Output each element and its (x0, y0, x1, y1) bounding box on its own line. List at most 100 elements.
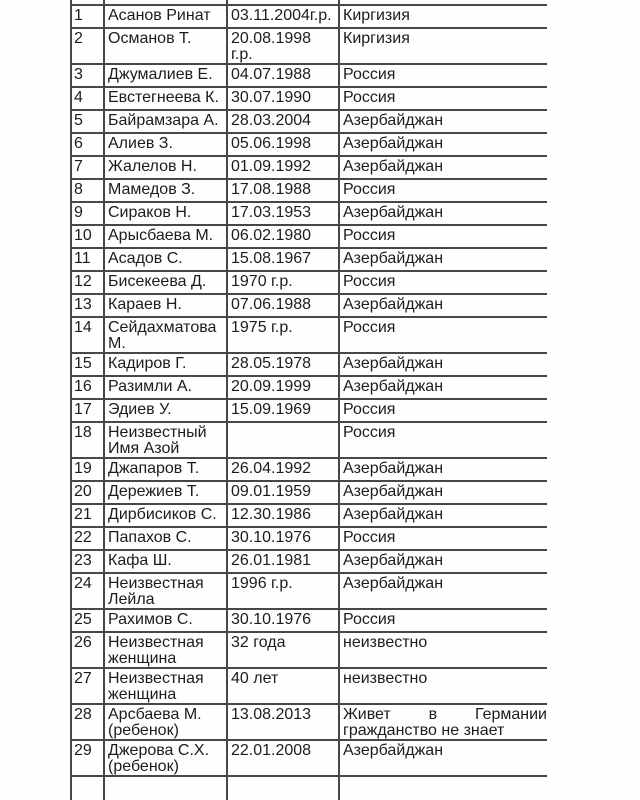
birth-date-cell: 26.04.1992 (228, 459, 340, 480)
row-number-cell: 10 (72, 226, 105, 247)
table-row: 21 Дирбисиков С. 12.30.1986 Азербайджан (72, 505, 547, 528)
name-cell: Джерова С.Х. (ребенок) (105, 741, 228, 775)
row-number-cell: 13 (72, 295, 105, 316)
table-row: 19 Джапаров Т. 26.04.1992 Азербайджан (72, 459, 547, 482)
name-cell: Мамедов З. (105, 180, 228, 201)
table-row: 7 Жалелов Н. 01.09.1992 Азербайджан (72, 157, 547, 180)
birth-date-cell: 17.03.1953 (228, 203, 340, 224)
table-row: 2 Османов Т. 20.08.1998 г.р. Киргизия (72, 29, 547, 65)
row-number-cell: 27 (72, 669, 105, 703)
name-cell: Эдиев У. (105, 400, 228, 421)
table-row: 24 Неизвестная Лейла 1996 г.р. Азербайджан (72, 574, 547, 610)
row-number-cell: 6 (72, 134, 105, 155)
table-row: 17 Эдиев У. 15.09.1969 Россия (72, 400, 547, 423)
row-number-cell: 17 (72, 400, 105, 421)
country-cell: Азербайджан (343, 158, 444, 175)
name-cell: Асадов С. (105, 249, 228, 270)
birth-date-cell (228, 777, 340, 800)
country-cell: Азербайджан (343, 378, 444, 395)
country-cell: Живет в Германии гражданство не знает (340, 705, 549, 739)
table-row: 22 Папахов С. 30.10.1976 Россия (72, 528, 547, 551)
table-row: 5 Байрамзара А. 28.03.2004 Азербайджан (72, 111, 547, 134)
row-number-cell: 24 (72, 574, 105, 608)
country-cell: Россия (343, 273, 396, 290)
name-cell: Джумалиев Е. (105, 65, 228, 86)
birth-date-cell: 1975 г.р. (228, 318, 340, 352)
table-row: 12 Бисекеева Д. 1970 г.р. Россия (72, 272, 547, 295)
country-cell (340, 0, 549, 4)
birth-date-cell: 04.07.1988 (228, 65, 340, 86)
country-cell: Россия (343, 424, 396, 441)
birth-date-cell: 20.08.1998 г.р. (228, 29, 340, 63)
row-number-cell: 21 (72, 505, 105, 526)
country-cell: Россия (343, 181, 396, 198)
table-row: 29 Джерова С.Х. (ребенок) 22.01.2008 Азерба… (72, 741, 547, 777)
country-cell: Азербайджан (343, 460, 444, 477)
country-cell: Россия (343, 319, 396, 336)
row-number-cell: 1 (72, 6, 105, 27)
table-row: 14 Сейдахматова М. 1975 г.р. Россия (72, 318, 547, 354)
name-cell: Бисекеева Д. (105, 272, 228, 293)
birth-date-cell: 01.09.1992 (228, 157, 340, 178)
table-row: 25 Рахимов С. 30.10.1976 Россия (72, 610, 547, 633)
country-cell: Азербайджан (343, 204, 444, 221)
birth-date-cell: 06.02.1980 (228, 226, 340, 247)
country-cell: Азербайджан (343, 552, 444, 569)
table-row: 6 Алиев З. 05.06.1998 Азербайджан (72, 134, 547, 157)
row-number-cell: 4 (72, 88, 105, 109)
country-cell: Азербайджан (343, 506, 444, 523)
name-cell: Кафа Ш. (105, 551, 228, 572)
table-row: 1 Асанов Ринат 03.11.2004г.р. Киргизия (72, 6, 547, 29)
table-row: 27 Неизвестная женщина 40 лет неизвестно (72, 669, 547, 705)
birth-date-cell: 30.10.1976 (228, 610, 340, 631)
birth-date-cell: 28.05.1978 (228, 354, 340, 375)
country-cell: Россия (343, 611, 396, 628)
country-cell: Киргизия (343, 7, 410, 24)
row-number-cell: 11 (72, 249, 105, 270)
country-cell: Азербайджан (343, 355, 444, 372)
country-cell: неизвестно (343, 670, 428, 687)
country-cell: Азербайджан (343, 483, 444, 500)
table-row: 16 Разимли А. 20.09.1999 Азербайджан (72, 377, 547, 400)
row-number-cell: 7 (72, 157, 105, 178)
birth-date-cell: 1996 г.р. (228, 574, 340, 608)
country-cell: Россия (343, 89, 396, 106)
table-row: 20 Дережиев Т. 09.01.1959 Азербайджан (72, 482, 547, 505)
persons-table: 1 Асанов Ринат 03.11.2004г.р. Киргизия 2 Осма… (70, 0, 547, 800)
name-cell: Неизвестная женщина (105, 633, 228, 667)
table-row: 4 Евстегнеева К. 30.07.1990 Россия (72, 88, 547, 111)
table-row: 26 Неизвестная женщина 32 года неизвестно (72, 633, 547, 669)
country-line-2: гражданство не знает (343, 721, 505, 739)
name-cell: Джапаров Т. (105, 459, 228, 480)
table-row: 13 Караев Н. 07.06.1988 Азербайджан (72, 295, 547, 318)
table-row: 18 Неизвестный Имя Азой Россия (72, 423, 547, 459)
name-cell: Асанов Ринат (105, 6, 228, 27)
birth-date-cell: 13.08.2013 (228, 705, 340, 739)
name-cell: Сейдахматова М. (105, 318, 228, 352)
name-cell: Неизвестная женщина (105, 669, 228, 703)
birth-date-cell (228, 0, 340, 4)
row-number-cell: 20 (72, 482, 105, 503)
birth-date-cell: 40 лет (228, 669, 340, 703)
table-row: 10 Арысбаева М. 06.02.1980 Россия (72, 226, 547, 249)
birth-date-cell: 22.01.2008 (228, 741, 340, 775)
row-number-cell: 26 (72, 633, 105, 667)
birth-date-cell: 32 года (228, 633, 340, 667)
name-cell: Рахимов С. (105, 610, 228, 631)
country-cell: Азербайджан (343, 112, 444, 129)
name-cell (105, 777, 228, 800)
name-cell: Евстегнеева К. (105, 88, 228, 109)
country-cell: Россия (343, 227, 396, 244)
row-number-cell: 16 (72, 377, 105, 398)
name-cell: Неизвестный Имя Азой (105, 423, 228, 457)
country-cell: Киргизия (343, 30, 410, 47)
row-number-cell: 28 (72, 705, 105, 739)
name-cell: Разимли А. (105, 377, 228, 398)
row-number-cell: 23 (72, 551, 105, 572)
row-number-cell (72, 777, 105, 800)
birth-date-cell: 09.01.1959 (228, 482, 340, 503)
name-cell: Неизвестная Лейла (105, 574, 228, 608)
name-cell: Байрамзара А. (105, 111, 228, 132)
country-cell: Азербайджан (343, 575, 444, 592)
table-row: 9 Сираков Н. 17.03.1953 Азербайджан (72, 203, 547, 226)
